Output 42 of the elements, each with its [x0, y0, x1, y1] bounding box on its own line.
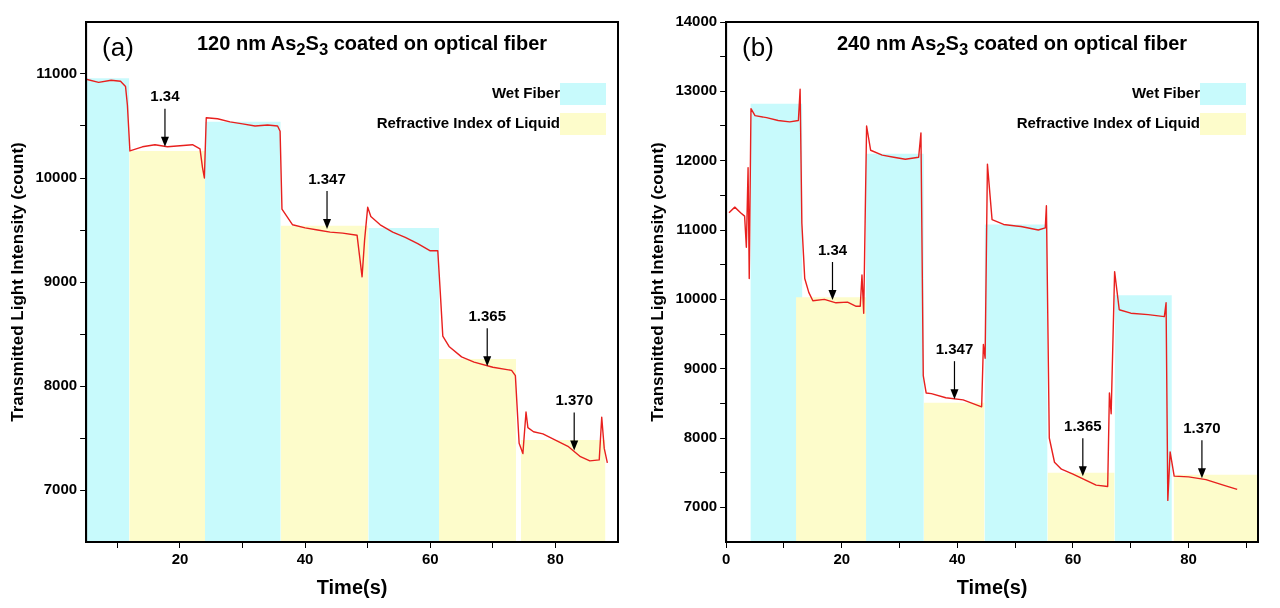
annotation: (a) — [102, 32, 134, 63]
y-tick-label: 11000 — [36, 64, 78, 82]
x-tick-label: 20 — [171, 550, 189, 568]
x-tick-label: 60 — [421, 550, 439, 568]
annotation: 1.347 — [308, 169, 346, 187]
y-tick-label: 8000 — [683, 428, 718, 446]
text: 240 nm As$_{2}$S$_{3}$ coated on optical fiber — [836, 32, 1188, 60]
annotation: 1.365 — [1064, 416, 1102, 434]
x-tick-label: 40 — [296, 550, 314, 568]
x-tick-label: 40 — [949, 550, 966, 568]
y-tick-label: 10000 — [675, 289, 718, 307]
x-tick-label: 0 — [721, 550, 731, 568]
y-tick-label: 7000 — [43, 480, 78, 498]
y-tick-label: 10000 — [35, 168, 78, 186]
annotation: 1.365 — [468, 306, 506, 324]
annotation: 1.370 — [555, 391, 593, 409]
y-tick-label: 9000 — [683, 358, 718, 376]
y-axis-title: Transmitted Light Intensity (count) — [7, 142, 27, 422]
x-tick-label: 80 — [547, 550, 564, 568]
x-axis-title: Time(s) — [956, 575, 1028, 598]
legend-label: Wet Fiber — [1131, 84, 1201, 102]
x-tick-label: 80 — [1180, 550, 1197, 568]
annotation: 1.347 — [935, 339, 974, 357]
annotation: 1.34 — [817, 240, 848, 258]
x-axis-title: Time(s) — [316, 575, 388, 598]
annotation: 1.34 — [150, 87, 181, 105]
y-tick-label: 12000 — [675, 150, 718, 168]
legend-label: Refractive Index of Liquid — [376, 114, 560, 132]
y-tick-label: 9000 — [43, 272, 78, 290]
legend-label: Wet Fiber — [491, 84, 561, 102]
y-tick-label: 13000 — [675, 81, 718, 99]
text: 120 nm As$_{2}$S$_{3}$ coated on optical fiber — [196, 32, 548, 60]
y-tick-label: 8000 — [43, 376, 78, 394]
y-axis-title: Transmitted Light Intensity (count) — [647, 142, 667, 422]
annotation: (b) — [742, 32, 774, 63]
y-tick-label: 11000 — [676, 220, 718, 238]
y-tick-label: 14000 — [675, 12, 718, 30]
x-tick-label: 20 — [833, 550, 851, 568]
annotation: 1.370 — [1183, 418, 1221, 436]
y-tick-label: 7000 — [683, 497, 718, 515]
x-tick-label: 60 — [1064, 550, 1082, 568]
legend-label: Refractive Index of Liquid — [1016, 114, 1200, 132]
